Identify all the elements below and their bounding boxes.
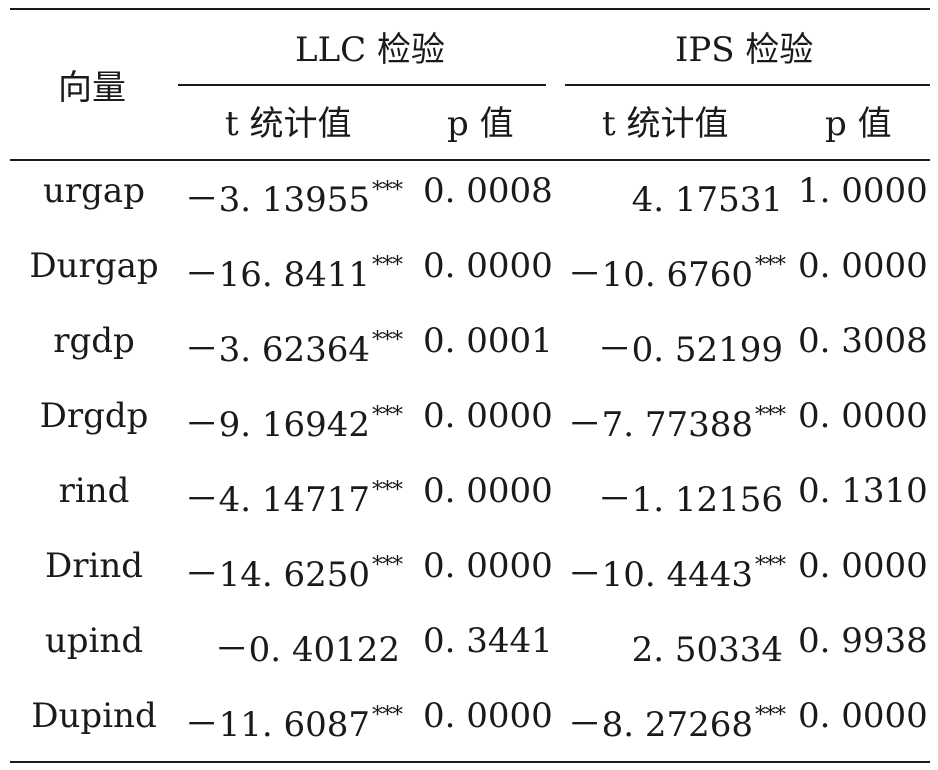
variable-cell: Durgap <box>29 246 159 286</box>
ips-t-cell: －1. 12156 <box>598 471 785 520</box>
llc-t-value: －4. 14717 <box>184 480 370 520</box>
ips-t-value: －7. 77388 <box>567 405 753 445</box>
ips-p-cell: 0. 1310 <box>798 471 928 511</box>
ips-significance-stars: *** <box>755 403 786 428</box>
llc-t-value: －16. 8411 <box>184 255 370 295</box>
llc-significance-stars: *** <box>372 253 403 278</box>
ips-p-cell: 0. 3008 <box>798 321 928 361</box>
llc-significance-stars: *** <box>372 553 403 578</box>
llc-p-cell: 0. 0000 <box>423 471 553 511</box>
ips-p-cell: 0. 0000 <box>798 696 928 736</box>
llc-t-cell: －3. 62364*** <box>184 321 403 370</box>
ips-significance-stars: *** <box>755 253 786 278</box>
ips-t-value: －1. 12156 <box>597 480 783 520</box>
variable-cell: upind <box>44 621 144 661</box>
variable-cell: Dupind <box>31 696 157 736</box>
llc-t-cell: －4. 14717*** <box>184 471 403 520</box>
llc-group-rule <box>178 84 546 86</box>
ips-group-rule <box>565 84 930 86</box>
header-variable: 向量 <box>58 68 126 108</box>
ips-t-cell: －10. 4443*** <box>567 546 786 595</box>
ips-significance-stars: *** <box>755 553 786 578</box>
llc-t-value: －11. 6087 <box>184 705 370 745</box>
ips-t-value: 2. 50334 <box>631 630 783 670</box>
llc-t-cell: －11. 6087*** <box>184 696 403 745</box>
table-row: Dupind －11. 6087*** 0. 0000 －8. 27268***… <box>10 686 930 761</box>
llc-t-cell: －0. 40122 <box>215 621 402 670</box>
ips-significance-stars: *** <box>755 703 786 728</box>
top-rule <box>10 8 930 10</box>
llc-p-cell: 0. 0000 <box>423 246 553 286</box>
header-rule <box>10 159 930 161</box>
variable-cell: rgdp <box>53 321 135 361</box>
ips-t-cell: 2. 50334 <box>632 621 785 670</box>
llc-significance-stars: *** <box>372 178 403 203</box>
llc-p-cell: 0. 3441 <box>423 621 553 661</box>
table-row: Durgap －16. 8411*** 0. 0000 －10. 6760***… <box>10 236 930 311</box>
llc-t-cell: －14. 6250*** <box>184 546 403 595</box>
ips-t-value: －0. 52199 <box>597 330 783 370</box>
table-row: rind －4. 14717*** 0. 0000 －1. 12156 0. 1… <box>10 461 930 536</box>
llc-significance-stars: *** <box>372 478 403 503</box>
llc-p-cell: 0. 0008 <box>423 171 553 211</box>
variable-cell: Drind <box>44 546 144 586</box>
llc-t-value: －0. 40122 <box>214 630 400 670</box>
table-row: Drind －14. 6250*** 0. 0000 －10. 4443*** … <box>10 536 930 611</box>
ips-p-cell: 0. 9938 <box>798 621 928 661</box>
llc-p-cell: 0. 0000 <box>423 396 553 436</box>
ips-p-cell: 0. 0000 <box>798 246 928 286</box>
variable-cell: rind <box>58 471 130 511</box>
table-row: Drgdp －9. 16942*** 0. 0000 －7. 77388*** … <box>10 386 930 461</box>
llc-t-value: －3. 62364 <box>184 330 370 370</box>
ips-t-cell: －7. 77388*** <box>567 396 786 445</box>
table-row: rgdp －3. 62364*** 0. 0001 －0. 52199 0. 3… <box>10 311 930 386</box>
llc-t-value: －9. 16942 <box>184 405 370 445</box>
header-llc-group: LLC 检验 <box>295 30 445 70</box>
header-ips-t-stat: t 统计值 <box>602 104 729 144</box>
variable-cell: urgap <box>43 171 145 211</box>
header-llc-p-value: p 值 <box>447 104 514 144</box>
header-ips-group: IPS 检验 <box>675 30 814 70</box>
llc-significance-stars: *** <box>372 703 403 728</box>
llc-t-cell: －9. 16942*** <box>184 396 403 445</box>
llc-t-value: －3. 13955 <box>184 180 370 220</box>
table-row: urgap －3. 13955*** 0. 0008 4. 17531 1. 0… <box>10 161 930 236</box>
llc-t-cell: －3. 13955*** <box>184 171 403 220</box>
llc-significance-stars: *** <box>372 328 403 353</box>
llc-p-cell: 0. 0001 <box>423 321 553 361</box>
header-llc-t-stat: t 统计值 <box>225 104 352 144</box>
ips-t-cell: －8. 27268*** <box>567 696 786 745</box>
ips-t-value: －8. 27268 <box>567 705 753 745</box>
ips-p-cell: 0. 0000 <box>798 396 928 436</box>
llc-t-value: －14. 6250 <box>184 555 370 595</box>
unit-root-test-table: 向量 LLC 检验 IPS 检验 t 统计值 p 值 t 统计值 p 值 urg… <box>10 8 930 764</box>
ips-t-cell: －0. 52199 <box>598 321 785 370</box>
llc-significance-stars: *** <box>372 403 403 428</box>
header-ips-p-value: p 值 <box>825 104 892 144</box>
variable-cell: Drgdp <box>39 396 149 436</box>
bottom-rule <box>10 761 930 763</box>
llc-p-cell: 0. 0000 <box>423 546 553 586</box>
ips-t-cell: 4. 17531 <box>632 171 785 220</box>
ips-t-cell: －10. 6760*** <box>567 246 786 295</box>
ips-t-value: 4. 17531 <box>631 180 783 220</box>
llc-t-cell: －16. 8411*** <box>184 246 403 295</box>
ips-t-value: －10. 6760 <box>567 255 753 295</box>
llc-p-cell: 0. 0000 <box>423 696 553 736</box>
ips-p-cell: 1. 0000 <box>798 171 928 211</box>
ips-p-cell: 0. 0000 <box>798 546 928 586</box>
ips-t-value: －10. 4443 <box>567 555 753 595</box>
table-row: upind －0. 40122 0. 3441 2. 50334 0. 9938 <box>10 611 930 686</box>
